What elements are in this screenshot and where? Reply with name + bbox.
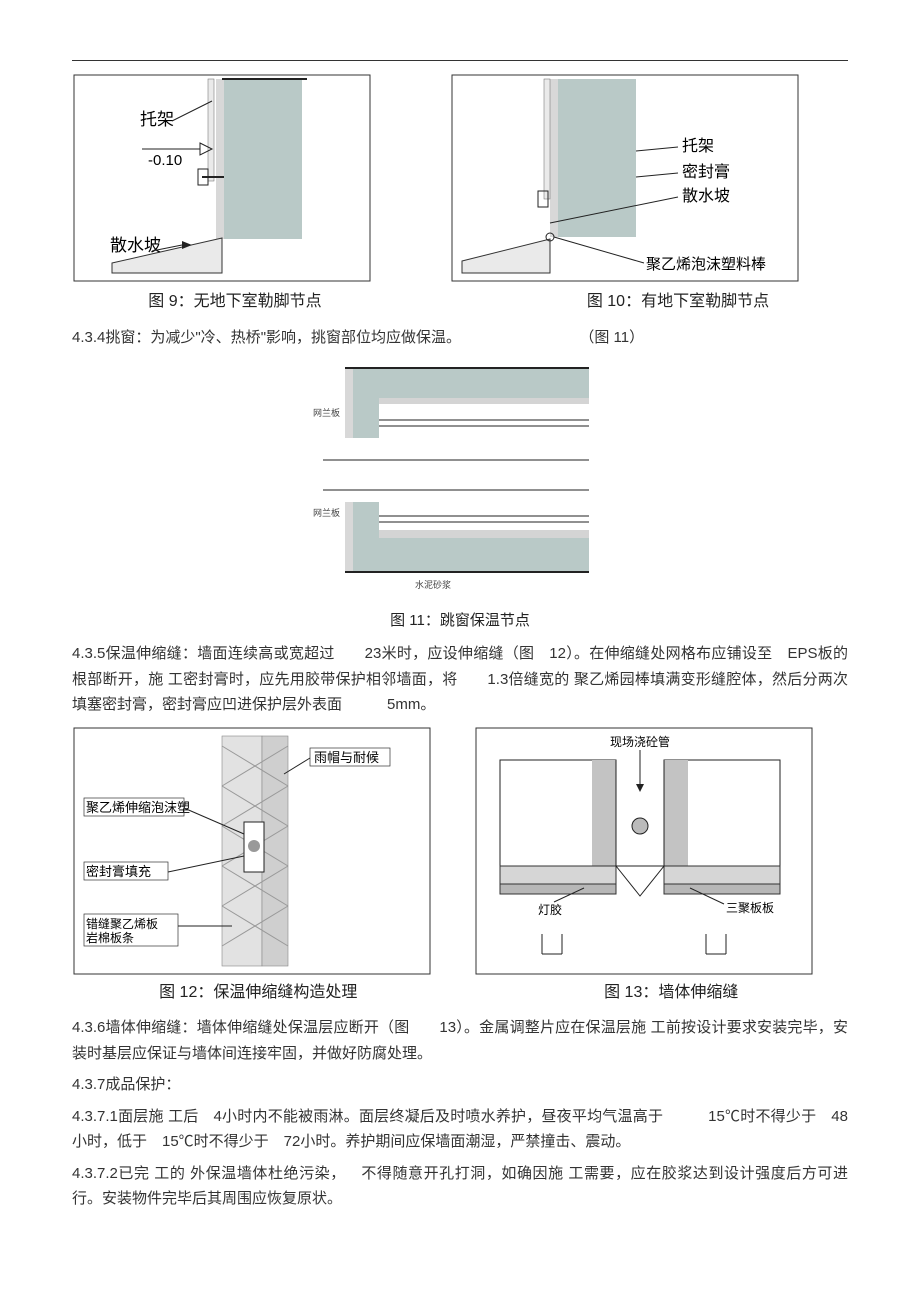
svg-text:水泥砂浆: 水泥砂浆 [415,579,451,590]
fig12-label-cap: 雨帽与耐候 [314,750,379,765]
caption-fig9: 图 9：无地下室勒脚节点 [72,289,398,315]
figure-13: 现场浇砼管 灯胶 三聚板板 [474,726,848,976]
fig9-label-elev: -0.10 [148,152,182,169]
page-divider [72,60,848,61]
para-434: 4.3.4挑窗：为减少"冷、热桥"影响，挑窗部位均应做保温。 （图 11） [72,325,848,351]
para-434-text: 4.3.4挑窗：为减少"冷、热桥"影响，挑窗部位均应做保温。 [72,329,461,346]
caption-row-9-10: 图 9：无地下室勒脚节点 图 10：有地下室勒脚节点 [72,289,848,315]
figure-row-9-10: 托架 -0.10 散水坡 [72,73,848,283]
fig12-label-sealant: 密封膏填充 [86,864,151,879]
fig13-label-arrow: 现场浇砼管 [610,734,670,749]
caption-row-12-13: 图 12：保温伸缩缝构造处理 图 13：墙体伸缩缝 [72,980,848,1006]
fig13-label-glue: 灯胶 [538,902,562,917]
caption-fig12: 图 12：保温伸缩缝构造处理 [72,980,444,1006]
svg-text:岩棉板条: 岩棉板条 [86,930,134,945]
svg-text:网兰板: 网兰板 [313,507,340,518]
para-437: 4.3.7成品保护： [72,1072,848,1098]
figure-10: 托架 密封膏 散水坡 聚乙烯泡沫塑料棒 [450,73,848,283]
para-434-ref: （图 11） [579,329,644,346]
para-435: 4.3.5保温伸缩缝：墙面连续高或宽超过 23米时，应设伸缩缝（图 12）。在伸… [72,641,848,718]
para-4371: 4.3.7.1面层施 工后 4小时内不能被雨淋。面层终凝后及时喷水养护，昼夜平均… [72,1104,848,1155]
caption-fig10: 图 10：有地下室勒脚节点 [398,289,848,315]
svg-text:网兰板: 网兰板 [313,407,340,418]
figure-9: 托架 -0.10 散水坡 [72,73,372,283]
document-page: 托架 -0.10 散水坡 [0,0,920,1278]
fig10-label-sealant: 密封膏 [682,162,730,181]
fig13-label-board: 三聚板板 [726,901,774,915]
caption-fig13: 图 13：墙体伸缩缝 [444,980,848,1006]
fig10-label-slope: 散水坡 [682,187,730,205]
figure-row-12-13: 聚乙烯伸缩泡沫塑 密封膏填充 错缝聚乙烯板 岩棉板条 雨帽与耐候 [72,726,848,976]
fig12-label-foam: 聚乙烯伸缩泡沫塑 [86,800,190,815]
para-4372: 4.3.7.2已完 工的 外保温墙体杜绝污染， 不得随意开孔打洞，如确因施 工需… [72,1161,848,1212]
figure-12: 聚乙烯伸缩泡沫塑 密封膏填充 错缝聚乙烯板 岩棉板条 雨帽与耐候 [72,726,432,976]
fig9-label-bracket: 托架 [140,110,174,129]
para-436: 4.3.6墙体伸缩缝：墙体伸缩缝处保温层应断开（图 13）。金属调整片应在保温层… [72,1015,848,1066]
fig10-label-foam: 聚乙烯泡沫塑料棒 [646,256,766,273]
fig9-label-slope: 散水坡 [110,236,161,255]
fig12-label-eps: 错缝聚乙烯板 [86,916,158,931]
caption-fig11: 图 11：跳窗保温节点 [72,609,848,633]
figure-11: 网兰板 网兰板 水泥砂浆 [72,360,848,603]
fig10-label-bracket: 托架 [682,137,714,155]
